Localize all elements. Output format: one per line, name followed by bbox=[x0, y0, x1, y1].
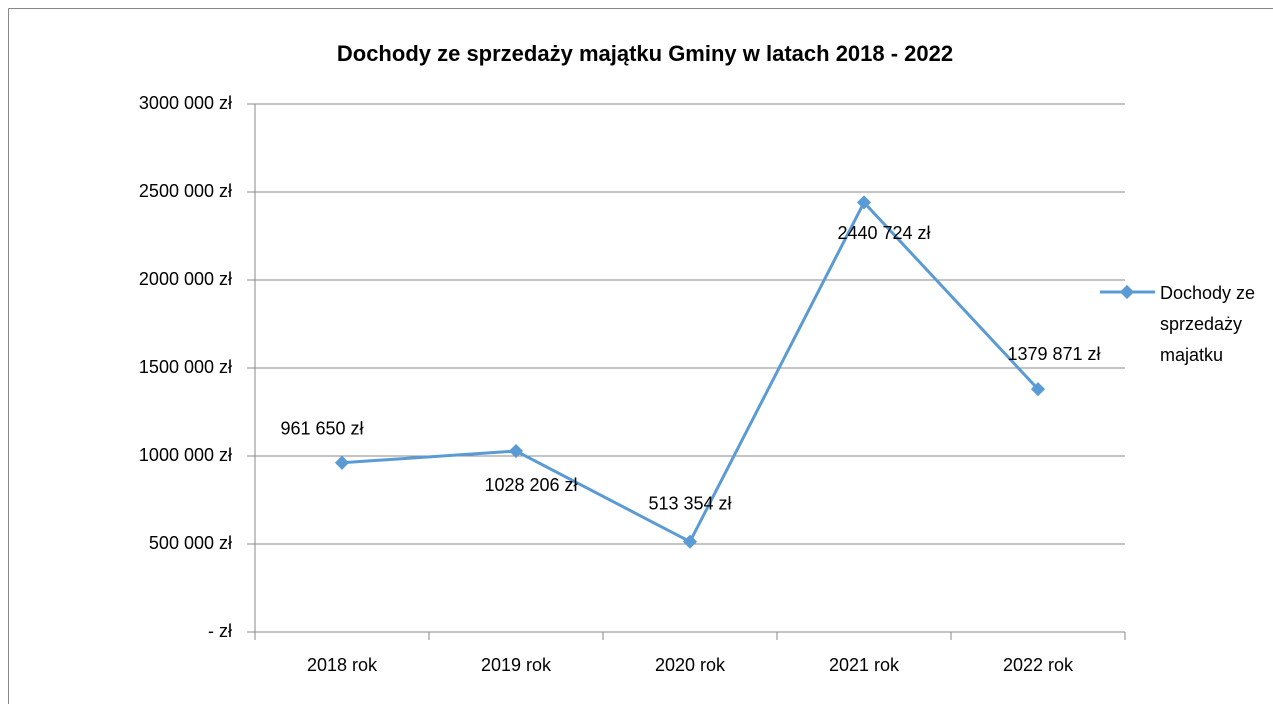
x-tick-label: 2019 rok bbox=[481, 655, 552, 675]
data-label: 1028 206 zł bbox=[484, 475, 577, 495]
marker bbox=[334, 455, 350, 470]
y-tick-label: - zł bbox=[208, 621, 232, 641]
data-label: 1379 871 zł bbox=[1007, 344, 1100, 364]
y-tick-label: 500 000 zł bbox=[149, 533, 232, 553]
line bbox=[341, 199, 1040, 544]
marker bbox=[682, 534, 698, 549]
x-tick-label: 2021 rok bbox=[829, 655, 900, 675]
y-tick-label: 3000 000 zł bbox=[139, 93, 232, 113]
data-label: 2440 724 zł bbox=[837, 223, 930, 243]
x-tick-label: 2022 rok bbox=[1003, 655, 1074, 675]
marker bbox=[1030, 382, 1046, 397]
marker bbox=[856, 195, 872, 210]
y-tick-label: 1000 000 zł bbox=[139, 445, 232, 465]
y-tick-label: 1500 000 zł bbox=[139, 357, 232, 377]
data-label: 961 650 zł bbox=[280, 418, 363, 438]
legend-label: Dochody ze sprzedaży majatku bbox=[1160, 283, 1256, 365]
data-label: 513 354 zł bbox=[648, 493, 731, 513]
legend-marker bbox=[1119, 284, 1135, 300]
x-tick-label: 2018 rok bbox=[307, 655, 378, 675]
y-tick-label: 2500 000 zł bbox=[139, 181, 232, 201]
x-tick-label: 2020 rok bbox=[655, 655, 726, 675]
chart-title: Dochody ze sprzedaży majątku Gminy w lat… bbox=[337, 41, 953, 66]
y-tick-label: 2000 000 zł bbox=[139, 269, 232, 289]
marker bbox=[508, 443, 524, 459]
